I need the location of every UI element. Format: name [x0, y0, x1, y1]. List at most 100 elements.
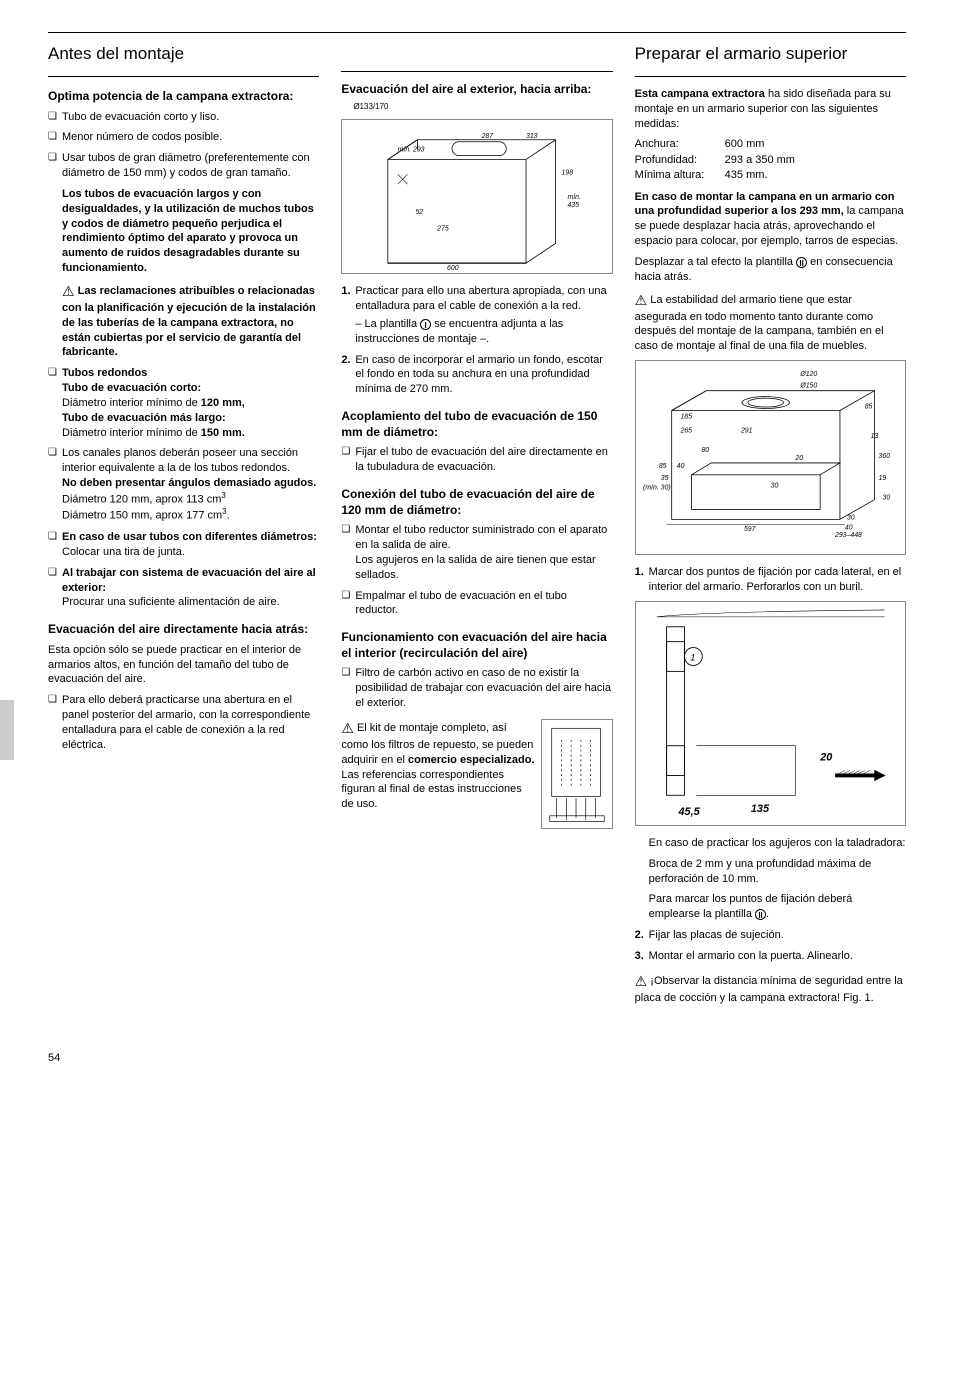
- c3-p3a: Desplazar a tal efecto la plantilla: [635, 256, 796, 268]
- col3-rule: [635, 76, 906, 77]
- c3-p6: Para marcar los puntos de fijación deber…: [649, 892, 906, 922]
- svg-text:198: 198: [562, 169, 574, 176]
- c2-s1-title-text: Evacuación del aire al exterior, hacia a…: [341, 82, 591, 96]
- svg-text:30: 30: [770, 483, 778, 490]
- c1-b7a: Al trabajar con sistema de evacuación de…: [62, 567, 316, 594]
- c3-n2: Fijar las placas de sujeción.: [649, 928, 906, 943]
- c1-b4-l4a: Diámetro interior mínimo de: [62, 427, 201, 439]
- c1-s2-title: Evacuación del aire directamente hacia a…: [48, 622, 319, 638]
- c3-warn2: ¡Observar la distancia mínima de segurid…: [635, 975, 903, 1004]
- c1-b3-bold: Los tubos de evacuación largos y con des…: [62, 188, 314, 274]
- svg-text:275: 275: [437, 226, 450, 233]
- svg-text:45,5: 45,5: [677, 806, 700, 818]
- svg-text:597: 597: [744, 526, 757, 533]
- c3-p6b: .: [766, 908, 769, 920]
- c1-b7b: Procurar una suficiente alimentación de …: [62, 596, 280, 608]
- c1-b6b: Colocar una tira de junta.: [62, 546, 185, 558]
- svg-text:80: 80: [701, 447, 709, 454]
- fig1-top-label: Ø133/170: [353, 102, 388, 111]
- c1-b4-l2a: Diámetro interior mínimo de: [62, 397, 201, 409]
- svg-text:600: 600: [447, 265, 459, 272]
- svg-text:19: 19: [878, 475, 886, 482]
- c1-b3: Usar tubos de gran diámetro (preferentem…: [62, 151, 319, 360]
- svg-text:30: 30: [847, 514, 855, 521]
- c2-warn2c: Las referencias correspondientes figuran…: [341, 769, 521, 811]
- c1-b4: Tubos redondos Tubo de evacuación corto:…: [62, 366, 319, 440]
- c1-b4-l3: Tubo de evacuación más largo:: [62, 412, 226, 424]
- c3-warn1: La estabilidad del armario tiene que est…: [635, 294, 884, 353]
- c1-b5d: Diámetro 150 mm, aprox 177 cm: [62, 510, 222, 522]
- c1-b4-l1: Tubo de evacuación corto:: [62, 382, 201, 394]
- svg-text:85: 85: [658, 463, 666, 470]
- c2-figure-1: mín. 293 287 313 198 mín.435 52 275 600: [341, 119, 612, 274]
- svg-text:13: 13: [870, 433, 878, 440]
- c1-warn1: Las reclamaciones atribuíbles o relacion…: [62, 285, 316, 358]
- svg-text:287: 287: [481, 133, 495, 140]
- dim-width-lbl: Anchura:: [635, 137, 725, 152]
- c2-s2-bullets: Fijar el tubo de evacuación del aire dir…: [341, 445, 612, 475]
- dim-depth-lbl: Profundidad:: [635, 153, 725, 168]
- c2-s3-bullets: Montar el tubo reductor suministrado con…: [341, 523, 612, 618]
- edge-tab: [0, 700, 14, 760]
- col1-heading: Antes del montaje: [48, 43, 319, 66]
- c3-n3: Montar el armario con la puerta. Alinear…: [649, 949, 906, 964]
- warning-icon: ⚠: [635, 972, 648, 991]
- c1-b5a: Los canales planos deberán poseer una se…: [62, 447, 298, 474]
- c2-s2-title: Acoplamiento del tubo de evacuación de 1…: [341, 409, 612, 440]
- svg-text:52: 52: [416, 209, 424, 216]
- info-ii-icon: II: [796, 257, 807, 268]
- svg-text:265: 265: [679, 427, 692, 434]
- c3-figure-2: 1 45,5 135 20: [635, 601, 906, 826]
- c1-b2: Menor número de codos posible.: [62, 130, 319, 145]
- page-columns: Antes del montaje Optima potencia de la …: [48, 43, 906, 1011]
- c2-s3-b1a: Montar el tubo reductor suministrado con…: [355, 524, 607, 551]
- c1-b5-bold: No deben presentar ángulos demasiado agu…: [62, 477, 316, 489]
- c3-p2: En caso de montar la campana en un armar…: [635, 190, 906, 249]
- c2-numlist-1: Practicar para ello una abertura apropia…: [341, 284, 612, 397]
- c1-b7: Al trabajar con sistema de evacuación de…: [62, 566, 319, 611]
- dim-width-val: 600 mm: [725, 137, 765, 152]
- svg-text:293–448: 293–448: [834, 532, 862, 539]
- dim-depth-val: 293 a 350 mm: [725, 153, 795, 168]
- warning-icon: ⚠: [62, 282, 75, 301]
- c2-s3-b1: Montar el tubo reductor suministrado con…: [355, 523, 612, 582]
- c1-s2-bullets: Para ello deberá practicarse una abertur…: [48, 693, 319, 752]
- c2-s4-bullets: Filtro de carbón activo en caso de no ex…: [341, 666, 612, 711]
- c3-figure-1: Ø120 Ø150 185 265 291 80 85 40 35 (mín. …: [635, 360, 906, 555]
- c1-s2-b1: Para ello deberá practicarse una abertur…: [62, 693, 319, 752]
- svg-text:35: 35: [660, 475, 668, 482]
- c2-warn-row: ⚠ El kit de montaje completo, así como l…: [341, 719, 612, 829]
- c2-n1-text: Practicar para ello una abertura apropia…: [355, 285, 606, 312]
- c1-b3-text: Usar tubos de gran diámetro (preferentem…: [62, 152, 310, 179]
- svg-text:360: 360: [878, 453, 890, 460]
- svg-text:135: 135: [750, 803, 769, 815]
- c3-p3: Desplazar a tal efecto la plantilla II e…: [635, 255, 906, 285]
- column-1: Antes del montaje Optima potencia de la …: [48, 43, 319, 1011]
- svg-text:mín.435: mín.435: [568, 194, 581, 209]
- col3-heading: Preparar el armario superior: [635, 43, 906, 66]
- svg-text:20: 20: [794, 455, 803, 462]
- c3-numlist-1: Marcar dos puntos de fijación por cada l…: [635, 565, 906, 595]
- c2-n1: Practicar para ello una abertura apropia…: [355, 284, 612, 346]
- filter-kit-icon: [542, 720, 612, 828]
- c2-n1-sub: – La plantilla: [355, 318, 417, 330]
- c1-b5c: Diámetro 120 mm, aprox 113 cm: [62, 494, 221, 506]
- c3-p5: Broca de 2 mm y una profundidad máxima d…: [649, 857, 906, 887]
- col2-rule: [341, 71, 612, 72]
- svg-text:313: 313: [526, 133, 538, 140]
- c1-b1: Tubo de evacuación corto y liso.: [62, 110, 319, 125]
- col1-rule: [48, 76, 319, 77]
- warning-icon: ⚠: [341, 719, 354, 738]
- c1-b4-l2b: 120 mm,: [201, 397, 245, 409]
- c2-figure-2: [541, 719, 613, 829]
- c2-s2-b1: Fijar el tubo de evacuación del aire dir…: [355, 445, 612, 475]
- svg-text:291: 291: [740, 427, 753, 434]
- c3-p6a: Para marcar los puntos de fijación deber…: [649, 893, 853, 920]
- dim-height-lbl: Mínima altura:: [635, 168, 725, 183]
- c3-post-fig2: En caso de practicar los agujeros con la…: [635, 836, 906, 922]
- c1-b6a: En caso de usar tubos con diferentes diá…: [62, 531, 317, 543]
- c1-bullet-list: Tubo de evacuación corto y liso. Menor n…: [48, 110, 319, 611]
- c2-s3-b1b: Los agujeros en la salida de aire tienen…: [355, 554, 595, 581]
- svg-text:Ø120: Ø120: [799, 371, 817, 378]
- warning-icon: ⚠: [635, 291, 648, 310]
